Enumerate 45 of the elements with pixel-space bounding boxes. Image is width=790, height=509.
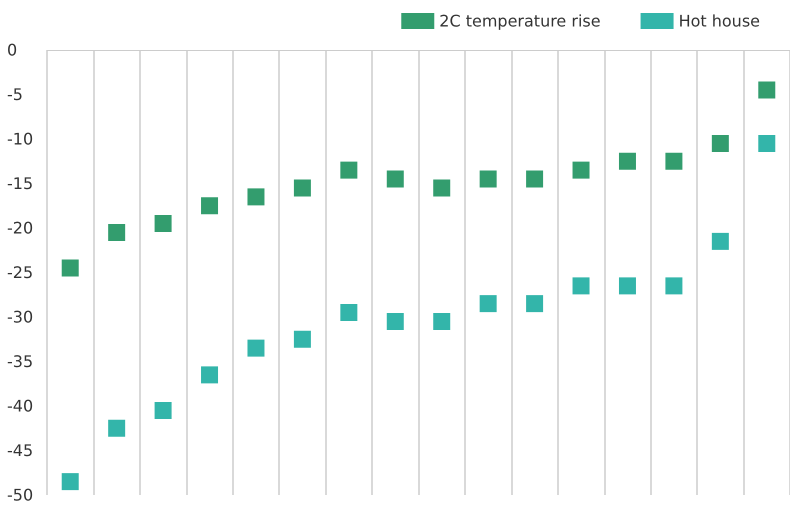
point [154,215,172,232]
point [572,162,590,179]
legend-label: Hot house [678,12,760,30]
point [572,277,590,294]
point [433,312,450,330]
point [108,420,126,437]
point [62,260,79,277]
point [758,82,776,99]
point [480,170,497,188]
y-tick-label: -25 [7,263,34,282]
point [108,224,126,241]
point [62,473,79,490]
y-tick-label: -15 [7,174,34,193]
y-tick-label: -5 [7,85,23,104]
point [433,179,450,196]
point [712,134,729,152]
point [201,366,218,384]
point [526,170,544,188]
point [712,232,729,250]
point [618,152,636,170]
y-tick-label: -20 [7,218,34,238]
point [247,340,264,357]
y-tick-label: -35 [7,352,34,371]
point [340,304,358,322]
point [247,188,264,206]
point [665,152,682,170]
point [386,312,404,330]
y-tick-label: -45 [7,441,34,460]
point [201,197,218,214]
point [294,179,311,196]
legend-label: 2C temperature rise [439,12,601,30]
point [480,295,497,312]
point [618,277,636,294]
y-tick-label: -40 [7,396,34,416]
point [526,295,544,312]
y-tick-label: -10 [7,130,34,148]
point [758,134,776,152]
point [665,277,682,294]
y-tick-label: -30 [7,308,34,326]
y-tick-label: -50 [7,486,34,504]
y-tick-label: 0 [7,40,18,60]
point [386,170,404,188]
point [294,330,311,348]
point [154,402,172,419]
point [340,162,358,179]
